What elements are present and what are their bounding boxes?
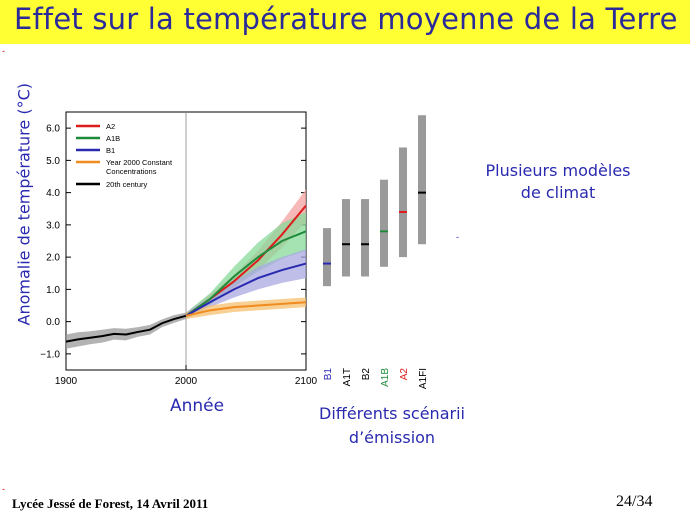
y-tick-label: 5.0	[46, 156, 60, 167]
decor-mark: -	[2, 484, 5, 494]
y-tick-label: 4.0	[46, 188, 60, 199]
decor-mark: -	[456, 232, 459, 242]
legend-label: A2	[106, 122, 115, 131]
series-band-y2000	[186, 297, 306, 320]
y-tick-label: −1.0	[40, 349, 60, 360]
series-line-b1	[185, 262, 307, 317]
y-tick-label: 3.0	[46, 220, 60, 231]
range-label: A1B	[380, 368, 391, 387]
range-label: A2	[399, 368, 410, 381]
range-bar-a1t	[342, 199, 350, 277]
range-bar-a1fi	[418, 115, 426, 245]
y-tick-label: 6.0	[46, 124, 60, 135]
range-bar-a2	[399, 147, 407, 258]
series-line-y2000	[185, 301, 307, 317]
series-band-c20	[66, 312, 186, 349]
legend-label: Year 2000 Constant	[106, 158, 173, 167]
range-label: B1	[323, 368, 334, 381]
range-bar-b2	[361, 199, 369, 277]
legend-label: A1B	[106, 134, 120, 143]
range-label: A1FI	[418, 368, 429, 389]
x-axis-label: Année	[170, 396, 225, 416]
range-bar-a1b	[380, 179, 388, 267]
series-line-c20	[65, 314, 187, 343]
decor-mark: -	[2, 46, 5, 56]
x-tick-label: 2100	[295, 376, 318, 387]
title-bar: Effet sur la température moyenne de la T…	[0, 0, 690, 44]
range-label: A1T	[342, 368, 353, 386]
range-label: B2	[361, 368, 372, 381]
slide-title: Effet sur la température moyenne de la T…	[14, 2, 678, 36]
y-tick-label: 2.0	[46, 253, 60, 264]
x-tick-label: 1900	[55, 376, 78, 387]
y-tick-label: 1.0	[46, 285, 60, 296]
series-line-a1b	[185, 230, 307, 317]
climate-models-note: Plusieurs modèles de climat	[485, 161, 631, 202]
y-tick-label: 0.0	[46, 317, 60, 328]
legend-label: 20th century	[106, 180, 148, 189]
legend-label: B1	[106, 146, 115, 155]
page-number: 24/34	[616, 493, 653, 510]
x-tick-label: 2000	[175, 376, 198, 387]
emission-scenarios-note: Différents scénarii d’émission	[319, 404, 465, 447]
legend-label: Concentrations	[106, 167, 157, 176]
footer-school: Lycée Jessé de Forest, 14 Avril 2011	[12, 496, 209, 511]
range-bar-b1	[323, 228, 331, 287]
